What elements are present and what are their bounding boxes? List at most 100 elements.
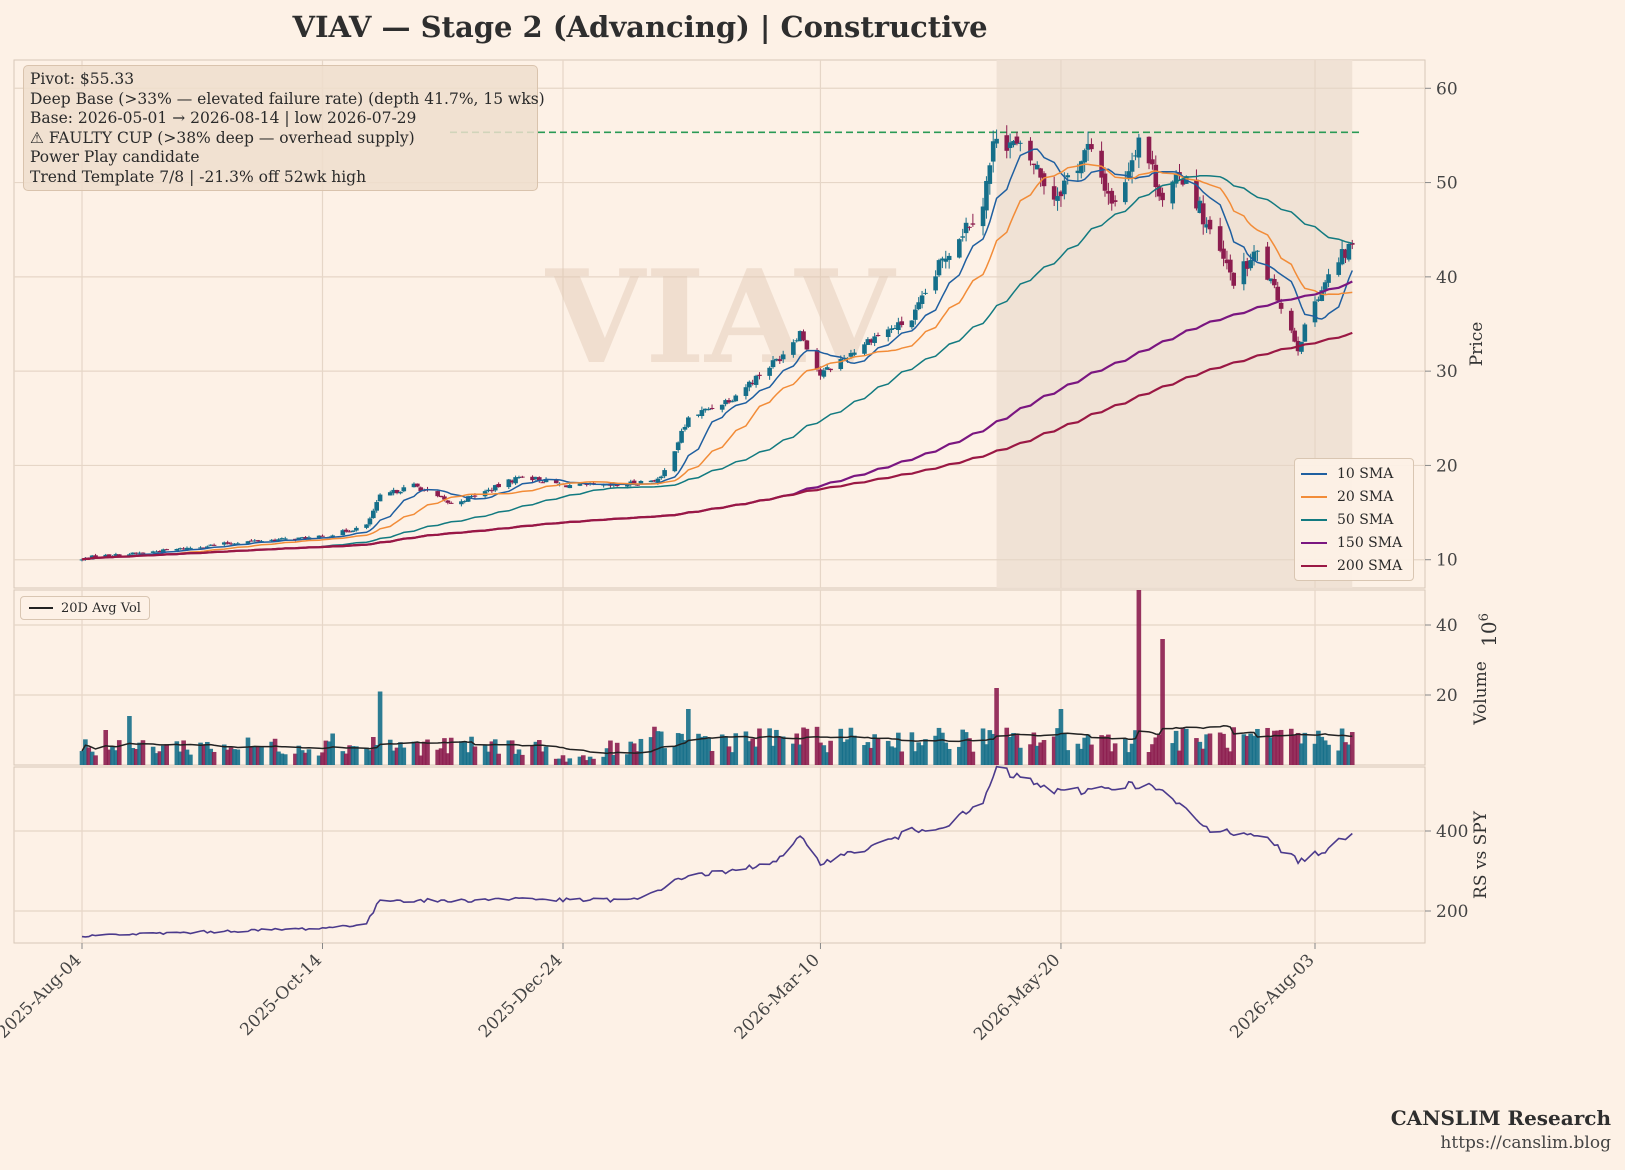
watermark: VIAV xyxy=(545,243,897,393)
volume-bar xyxy=(672,746,678,765)
candle-body xyxy=(865,339,871,345)
candle-body xyxy=(984,180,989,211)
candle-body xyxy=(730,401,735,403)
volume-bar xyxy=(448,737,454,765)
candle-body xyxy=(533,477,539,480)
candle-body xyxy=(235,543,241,545)
candle-body xyxy=(343,529,349,532)
volume-bar xyxy=(272,738,278,765)
candle-body xyxy=(496,483,501,488)
volume-bar xyxy=(872,734,877,765)
candle-body xyxy=(1014,136,1020,144)
candle-body xyxy=(652,480,657,482)
legend-swatch xyxy=(1301,495,1327,498)
x-tick-label: 2026-May-20 xyxy=(970,950,1064,1044)
volume-panel xyxy=(13,589,1426,766)
candle-body xyxy=(1200,203,1206,225)
volume-bar xyxy=(1082,737,1087,765)
volume-scale-label: 106 xyxy=(1477,613,1501,647)
candle-body xyxy=(682,426,688,430)
volume-bar xyxy=(780,736,786,765)
volume-bar xyxy=(1217,732,1223,765)
candle-body xyxy=(970,223,976,225)
candle-body xyxy=(113,554,119,556)
candle-body xyxy=(1224,259,1230,264)
volume-bar xyxy=(323,740,329,765)
volume-bar xyxy=(465,752,471,765)
candle-body xyxy=(486,489,491,492)
volume-bar xyxy=(252,746,258,765)
volume-bar xyxy=(557,758,562,765)
volume-bar xyxy=(686,709,691,765)
candle-body xyxy=(394,490,400,494)
volume-bar xyxy=(343,753,349,765)
volume-bar xyxy=(198,742,203,765)
volume-bar xyxy=(1160,639,1165,765)
volume-bar xyxy=(293,753,298,765)
candle-body xyxy=(990,141,996,162)
candle-body xyxy=(530,476,535,481)
volume-bar xyxy=(804,728,810,765)
volume-bar xyxy=(994,688,999,765)
volume-bar xyxy=(127,716,132,765)
volume-bar xyxy=(276,751,281,765)
candle-body xyxy=(1017,142,1023,144)
volume-bar xyxy=(933,735,938,765)
legend-entry-150-sma: 150 SMA xyxy=(1301,531,1407,554)
candle-body xyxy=(960,236,966,238)
candle-body xyxy=(354,527,359,531)
volume-bar xyxy=(1007,736,1013,765)
volume-bar xyxy=(1224,747,1230,765)
candle-body xyxy=(1278,302,1284,309)
candle-body xyxy=(852,352,857,355)
volume-bar xyxy=(1153,737,1159,765)
candle-body xyxy=(1312,301,1318,323)
volume-bar xyxy=(791,743,796,765)
candle-body xyxy=(726,400,732,403)
candle-body xyxy=(459,501,464,505)
candle-body xyxy=(516,477,522,479)
candle-body xyxy=(299,537,305,539)
candle-body xyxy=(706,409,711,411)
candle-body xyxy=(777,359,783,361)
volume-bar xyxy=(320,752,325,765)
rs-axis-label: RS vs SPY xyxy=(1471,810,1491,899)
candle-body xyxy=(1065,175,1071,178)
volume-bar xyxy=(1204,734,1209,765)
candle-body xyxy=(401,487,407,492)
candle-body xyxy=(1302,324,1308,342)
candle-body xyxy=(1150,159,1155,165)
volume-bar xyxy=(1339,728,1345,765)
candle-body xyxy=(872,336,877,343)
candle-body xyxy=(584,483,590,485)
volume-bar xyxy=(93,755,98,765)
volume-bar xyxy=(970,751,976,765)
volume-bar xyxy=(1014,733,1020,765)
volume-bar xyxy=(1085,734,1091,765)
volume-bar xyxy=(1123,739,1128,765)
volume-bar xyxy=(1177,750,1182,765)
volume-bar xyxy=(354,746,359,765)
candle-body xyxy=(1112,200,1118,202)
candle-body xyxy=(987,165,993,184)
candle-body xyxy=(696,414,701,416)
volume-bar xyxy=(530,745,535,765)
candle-body xyxy=(1055,196,1060,201)
candle-body xyxy=(1031,163,1037,166)
candle-body xyxy=(1299,341,1304,352)
volume-bar xyxy=(1004,727,1010,765)
volume-bar xyxy=(492,739,498,765)
candle-body xyxy=(1221,248,1226,259)
volume-bar xyxy=(899,751,905,765)
footer-url[interactable]: https://canslim.blog xyxy=(1440,1133,1611,1153)
candle-body xyxy=(1251,251,1257,262)
candle-body xyxy=(1207,219,1213,230)
volume-bar xyxy=(347,745,352,765)
candle-body xyxy=(1336,262,1342,275)
volume-bar xyxy=(984,744,989,765)
volume-bar xyxy=(411,741,417,765)
candle-body xyxy=(1106,191,1111,194)
volume-bar xyxy=(1075,743,1081,765)
deep-base-annotation: Deep Base (>33% — elevated failure rate)… xyxy=(30,89,545,108)
